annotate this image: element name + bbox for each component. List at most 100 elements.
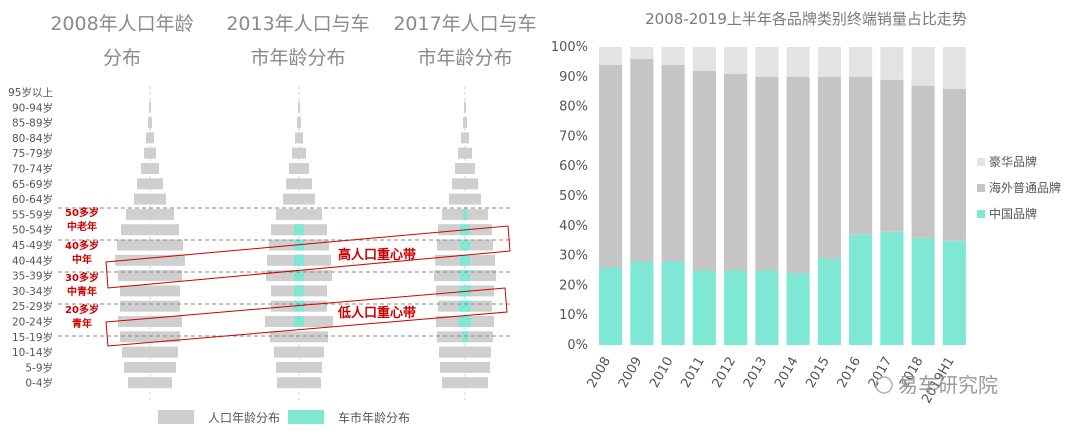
bar-china (911, 237, 935, 345)
population-bar (118, 316, 182, 327)
y-tick-label: 30% (559, 249, 588, 264)
bar-luxury (661, 47, 685, 65)
age-label: 5-9岁 (25, 361, 53, 374)
legend-label: 海外普通品牌 (989, 180, 1061, 195)
bar-luxury (692, 47, 716, 71)
bar-china (755, 270, 779, 345)
bar-luxury (880, 47, 904, 80)
population-bar (120, 300, 180, 312)
bar-china (942, 240, 966, 345)
watermark: 易车研究院 (875, 373, 998, 397)
age-label: 0-4岁 (25, 377, 53, 390)
bar-luxury (599, 47, 623, 65)
population-bar (276, 361, 322, 373)
bar-china (630, 261, 654, 345)
population-bar (277, 377, 321, 389)
population-bar (461, 132, 469, 144)
pyramid-titles: 2008年人口年龄 分布 2013年人口与车 市年龄分布 2017年人口与车 市… (50, 13, 536, 69)
bar-china (786, 273, 810, 345)
population-bar (149, 101, 151, 113)
population-bar (115, 254, 185, 266)
population-bar (449, 193, 481, 205)
pyramid-title-2017-line2: 市年龄分布 (417, 47, 512, 69)
pyramid-title-2013-line2: 市年龄分布 (250, 47, 345, 69)
age-label: 70-74岁 (12, 163, 53, 176)
y-tick-label: 70% (559, 129, 588, 144)
bar-overseas (692, 70, 716, 271)
y-tick-label: 50% (559, 189, 588, 204)
band-label-high: 高人口重心带 (338, 247, 416, 263)
bar-china (849, 234, 873, 345)
annotation-group: 中年 (72, 253, 92, 266)
age-label: 60-64岁 (12, 193, 53, 206)
age-labels: 95岁以上 90-94岁 85-89岁 80-84岁 75-79岁 70-74岁 65-69… (8, 86, 53, 390)
annotation-age: 50多岁 (65, 206, 99, 219)
population-bar (458, 147, 472, 159)
bar-luxury (911, 47, 935, 86)
bar-china (692, 270, 716, 345)
legend-swatch-car-market (288, 410, 324, 424)
car-market-bar (460, 239, 470, 251)
pyramid-legend: 人口年龄分布 车市年龄分布 (158, 410, 410, 425)
bar-overseas (817, 76, 841, 259)
car-market-bar (459, 285, 471, 297)
population-bar (274, 346, 324, 358)
legend-label: 中国品牌 (989, 206, 1037, 221)
y-tick-label: 40% (559, 219, 588, 234)
y-tick-label: 80% (559, 100, 588, 115)
age-label: 20-24岁 (12, 316, 53, 329)
annotation-group: 中老年 (67, 220, 97, 233)
x-tick-label: 2013 (741, 355, 771, 391)
x-tick-label: 2011 (678, 355, 708, 391)
band-label-low: 低人口重心带 (337, 305, 416, 321)
car-market-bar (294, 270, 304, 282)
age-label: 15-19岁 (12, 331, 53, 344)
car-market-bar (460, 254, 470, 266)
bar-luxury (630, 47, 654, 59)
y-tick-label: 100% (551, 40, 588, 55)
population-bar (289, 163, 309, 174)
population-bar (439, 346, 491, 358)
x-tick-label: 2010 (647, 355, 677, 391)
pyramid-title-2008-line2: 分布 (103, 47, 141, 69)
pyramid-title-2017-line1: 2017年人口与车 (393, 13, 536, 35)
age-label: 65-69岁 (12, 178, 53, 191)
population-bar (286, 178, 312, 190)
watermark-brand: 易车研究院 (898, 373, 998, 397)
bar-overseas (849, 76, 873, 235)
y-tick-label: 90% (559, 70, 588, 85)
low-density-band-box (105, 287, 508, 347)
x-tick-label: 2016 (835, 355, 865, 391)
bar-luxury (786, 47, 810, 77)
age-label: 30-34岁 (12, 285, 53, 298)
age-label: 50-54岁 (12, 224, 53, 237)
population-bar (270, 331, 328, 343)
car-market-bar (459, 300, 471, 312)
population-bar (124, 361, 176, 373)
legend-label-car-market: 车市年龄分布 (338, 410, 410, 425)
population-bar (144, 147, 156, 159)
population-bar (148, 117, 152, 129)
population-bar (297, 117, 301, 129)
bar-china (599, 267, 623, 345)
age-label: 75-79岁 (12, 147, 53, 160)
age-label: 40-44岁 (12, 254, 53, 267)
car-market-bar (463, 208, 467, 220)
bar-overseas (911, 85, 935, 238)
bar-luxury (817, 47, 841, 77)
wechat-icon (875, 376, 893, 394)
x-tick-label: 2014 (772, 355, 802, 391)
population-bar (455, 163, 475, 174)
annotation-age: 20多岁 (65, 303, 99, 316)
population-bar (440, 361, 490, 373)
bar-overseas (599, 64, 623, 268)
population-bar (134, 193, 166, 205)
bar-china (661, 261, 685, 345)
legend-swatch-population (158, 410, 194, 424)
bar-overseas (755, 76, 779, 271)
bar-overseas (661, 64, 685, 262)
y-tick-label: 20% (559, 278, 588, 293)
